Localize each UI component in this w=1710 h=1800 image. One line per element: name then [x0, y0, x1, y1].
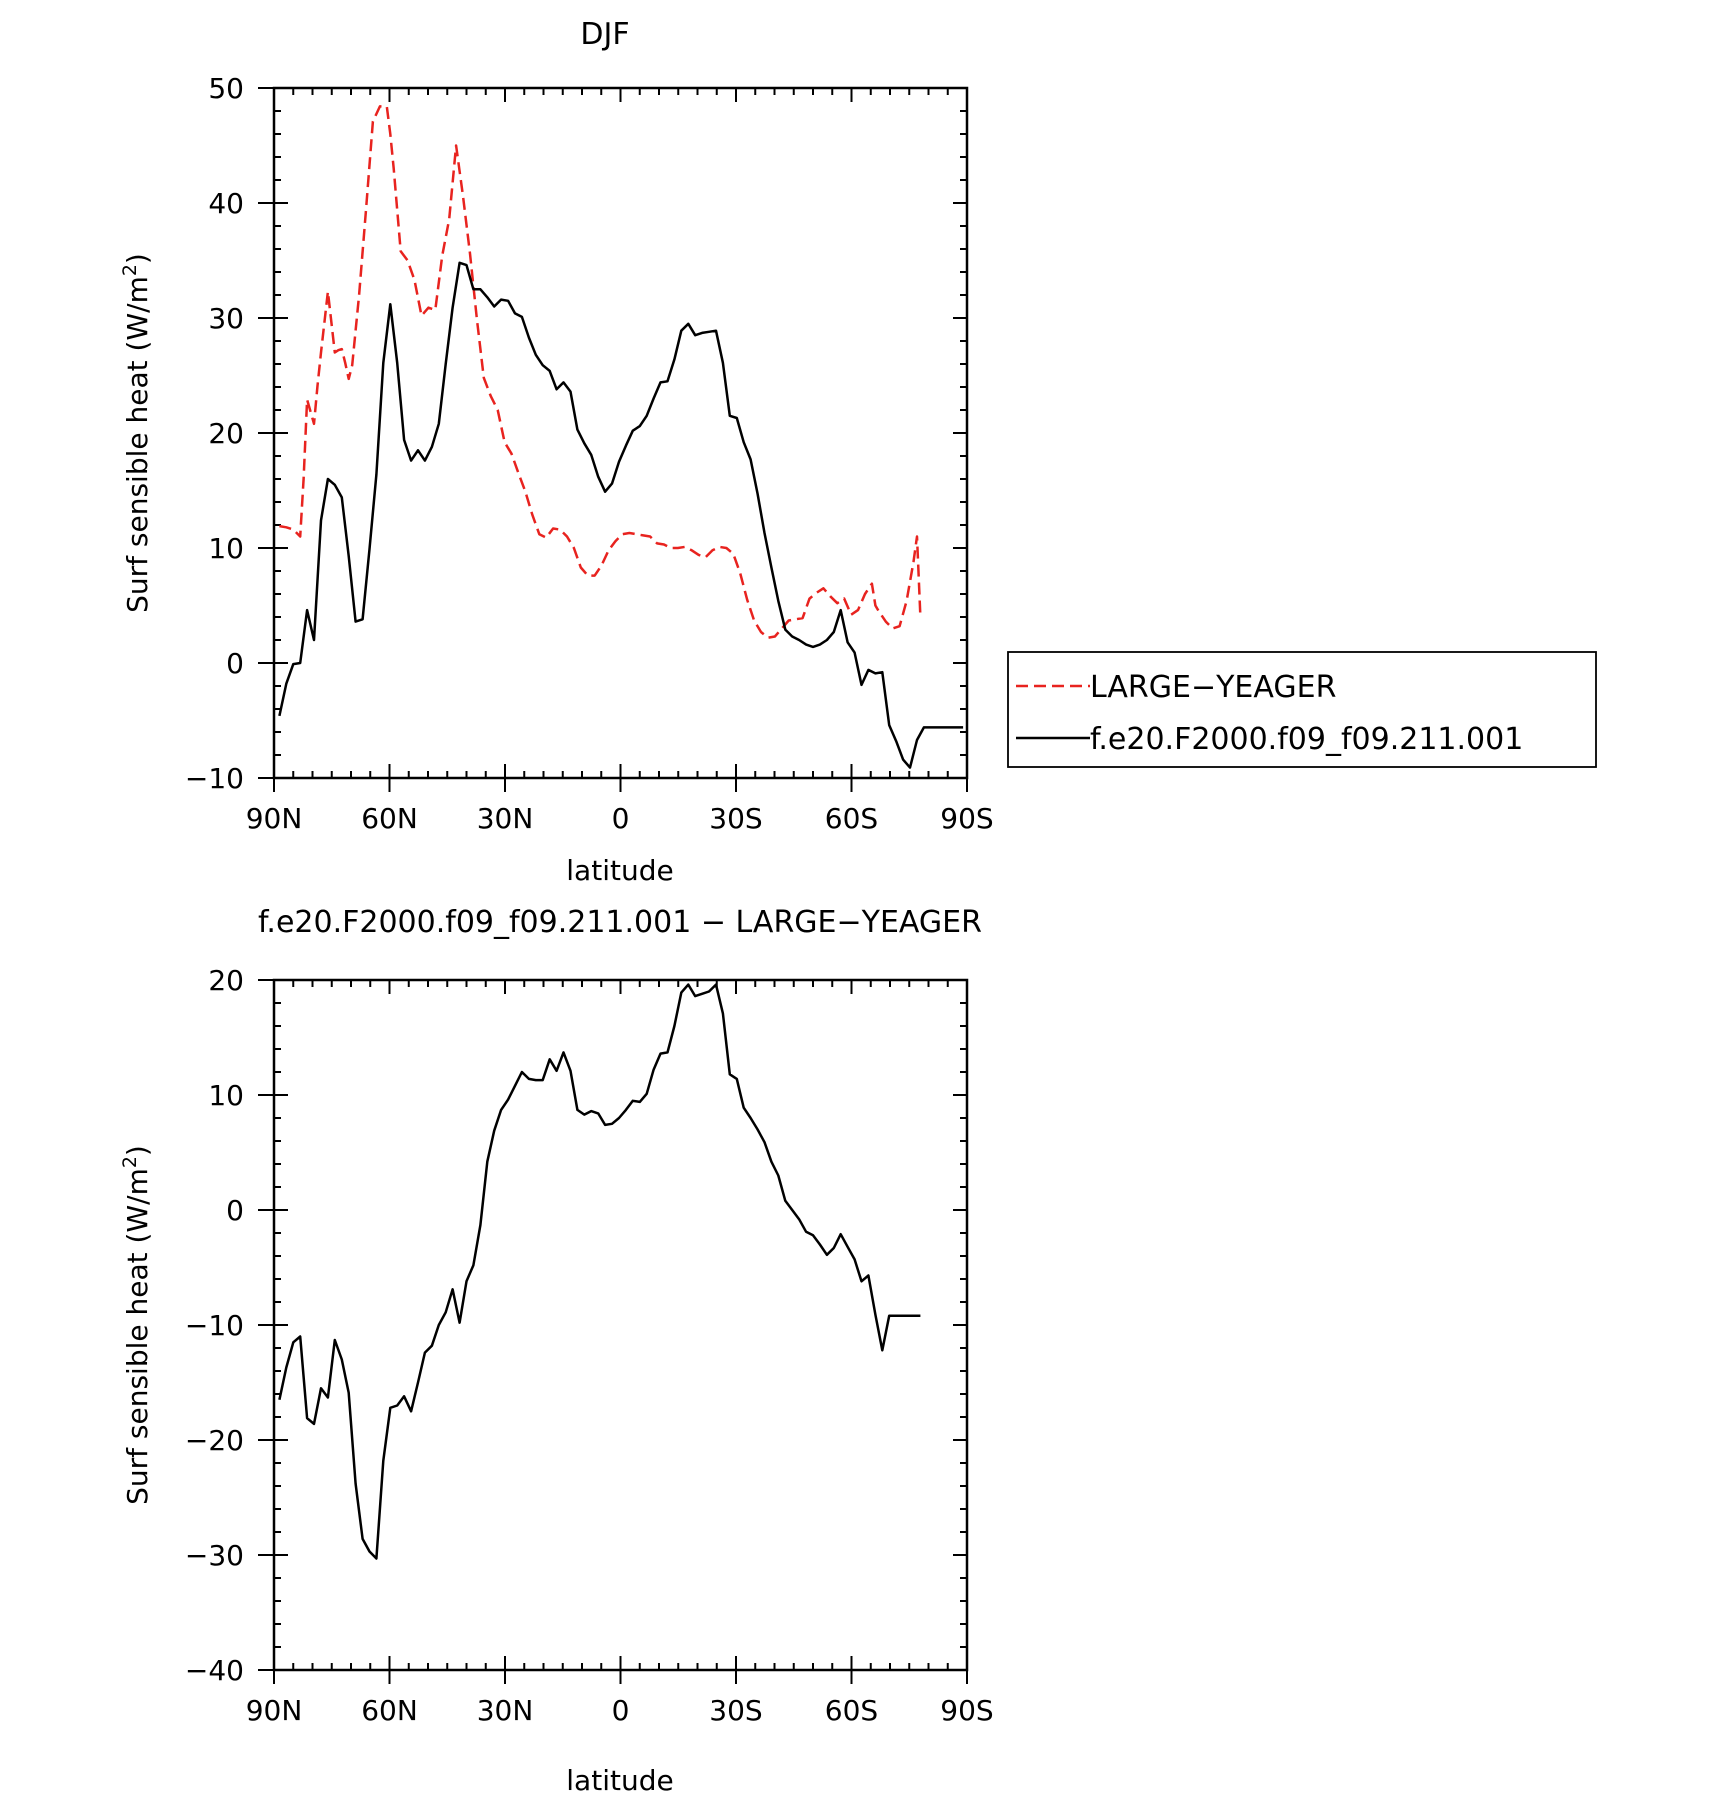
legend-label-f-e20: f.e20.F2000.f09_f09.211.001: [1090, 722, 1523, 757]
top-x-tick-labels: 90N 60N 30N 0 30S 60S 90S: [246, 802, 994, 835]
bottom-x-tick-label: 60S: [825, 1694, 878, 1727]
bottom-series-line-0: [278, 983, 921, 1560]
bottom-x-tick-label: 60N: [361, 1694, 418, 1727]
top-y-tick-label: 30: [208, 302, 244, 335]
top-x-tick-label: 30S: [709, 802, 762, 835]
top-x-axis-label: latitude: [566, 854, 673, 887]
bottom-x-tick-label: 30N: [477, 1694, 534, 1727]
top-x-tick-label: 90N: [246, 802, 303, 835]
legend-box: [1007, 651, 1597, 768]
bottom-y-tick-label: −10: [185, 1309, 244, 1342]
bottom-chart-title: f.e20.F2000.f09_f09.211.001 − LARGE−YEAG…: [258, 905, 982, 940]
bottom-x-tick-label: 0: [612, 1694, 630, 1727]
top-plot-lines: [278, 105, 964, 769]
bottom-y-axis-label: Surf sensible heat (W/m2): [119, 1145, 154, 1505]
bottom-axis-ticks: [258, 979, 968, 1684]
bottom-y-tick-label: 0: [226, 1194, 244, 1227]
bottom-y-axis-label-main: Surf sensible heat (W/m: [121, 1168, 154, 1505]
top-x-tick-label: 60N: [361, 802, 418, 835]
bottom-y-tick-label: −30: [185, 1539, 244, 1572]
top-y-tick-labels: −10 0 10 20 30 40 50: [185, 72, 244, 795]
top-y-axis-label-close: ): [121, 253, 154, 264]
bottom-plot-lines: [278, 983, 921, 1560]
bottom-plot-frame: [272, 978, 969, 1672]
bottom-y-tick-label: 10: [208, 1079, 244, 1112]
bottom-y-tick-label: −40: [185, 1654, 244, 1687]
top-y-tick-label: 20: [208, 417, 244, 450]
top-y-axis-label-sup: 2: [119, 264, 141, 276]
top-panel: DJF 90N 60N 30N 0 30S 60S 90S −10 0 10 20 30 40 50 l…: [119, 17, 1597, 887]
top-chart-title: DJF: [580, 17, 629, 52]
top-x-tick-label: 30N: [477, 802, 534, 835]
top-x-tick-label: 90S: [940, 802, 993, 835]
top-y-tick-label: 50: [208, 72, 244, 105]
bottom-y-tick-labels: −40 −30 −20 −10 0 10 20: [185, 964, 244, 1687]
bottom-x-tick-labels: 90N 60N 30N 0 30S 60S 90S: [246, 1694, 994, 1727]
top-axis-ticks: [258, 87, 968, 792]
top-y-axis-label-main: Surf sensible heat (W/m: [121, 276, 154, 613]
bottom-x-tick-label: 90N: [246, 1694, 303, 1727]
top-y-tick-label: 10: [208, 532, 244, 565]
top-series-line-0: [279, 105, 922, 639]
top-plot-frame: [272, 86, 969, 780]
bottom-x-tick-label: 30S: [709, 1694, 762, 1727]
bottom-y-axis-label-close: ): [121, 1145, 154, 1156]
top-x-tick-label: 0: [612, 802, 630, 835]
bottom-x-tick-label: 90S: [940, 1694, 993, 1727]
bottom-panel: f.e20.F2000.f09_f09.211.001 − LARGE−YEAG…: [119, 905, 994, 1797]
top-series-line-1: [278, 261, 964, 769]
top-y-tick-label: 0: [226, 647, 244, 680]
bottom-x-axis-label: latitude: [566, 1764, 673, 1797]
bottom-y-axis-label-sup: 2: [119, 1156, 141, 1168]
top-y-tick-label: −10: [185, 762, 244, 795]
top-x-tick-label: 60S: [825, 802, 878, 835]
top-y-tick-label: 40: [208, 187, 244, 220]
legend-label-large-yeager: LARGE−YEAGER: [1090, 670, 1336, 705]
legend: LARGE−YEAGER f.e20.F2000.f09_f09.211.001: [1007, 651, 1597, 768]
top-y-axis-label: Surf sensible heat (W/m2): [119, 253, 154, 613]
bottom-y-tick-label: 20: [208, 964, 244, 997]
bottom-y-tick-label: −20: [185, 1424, 244, 1457]
